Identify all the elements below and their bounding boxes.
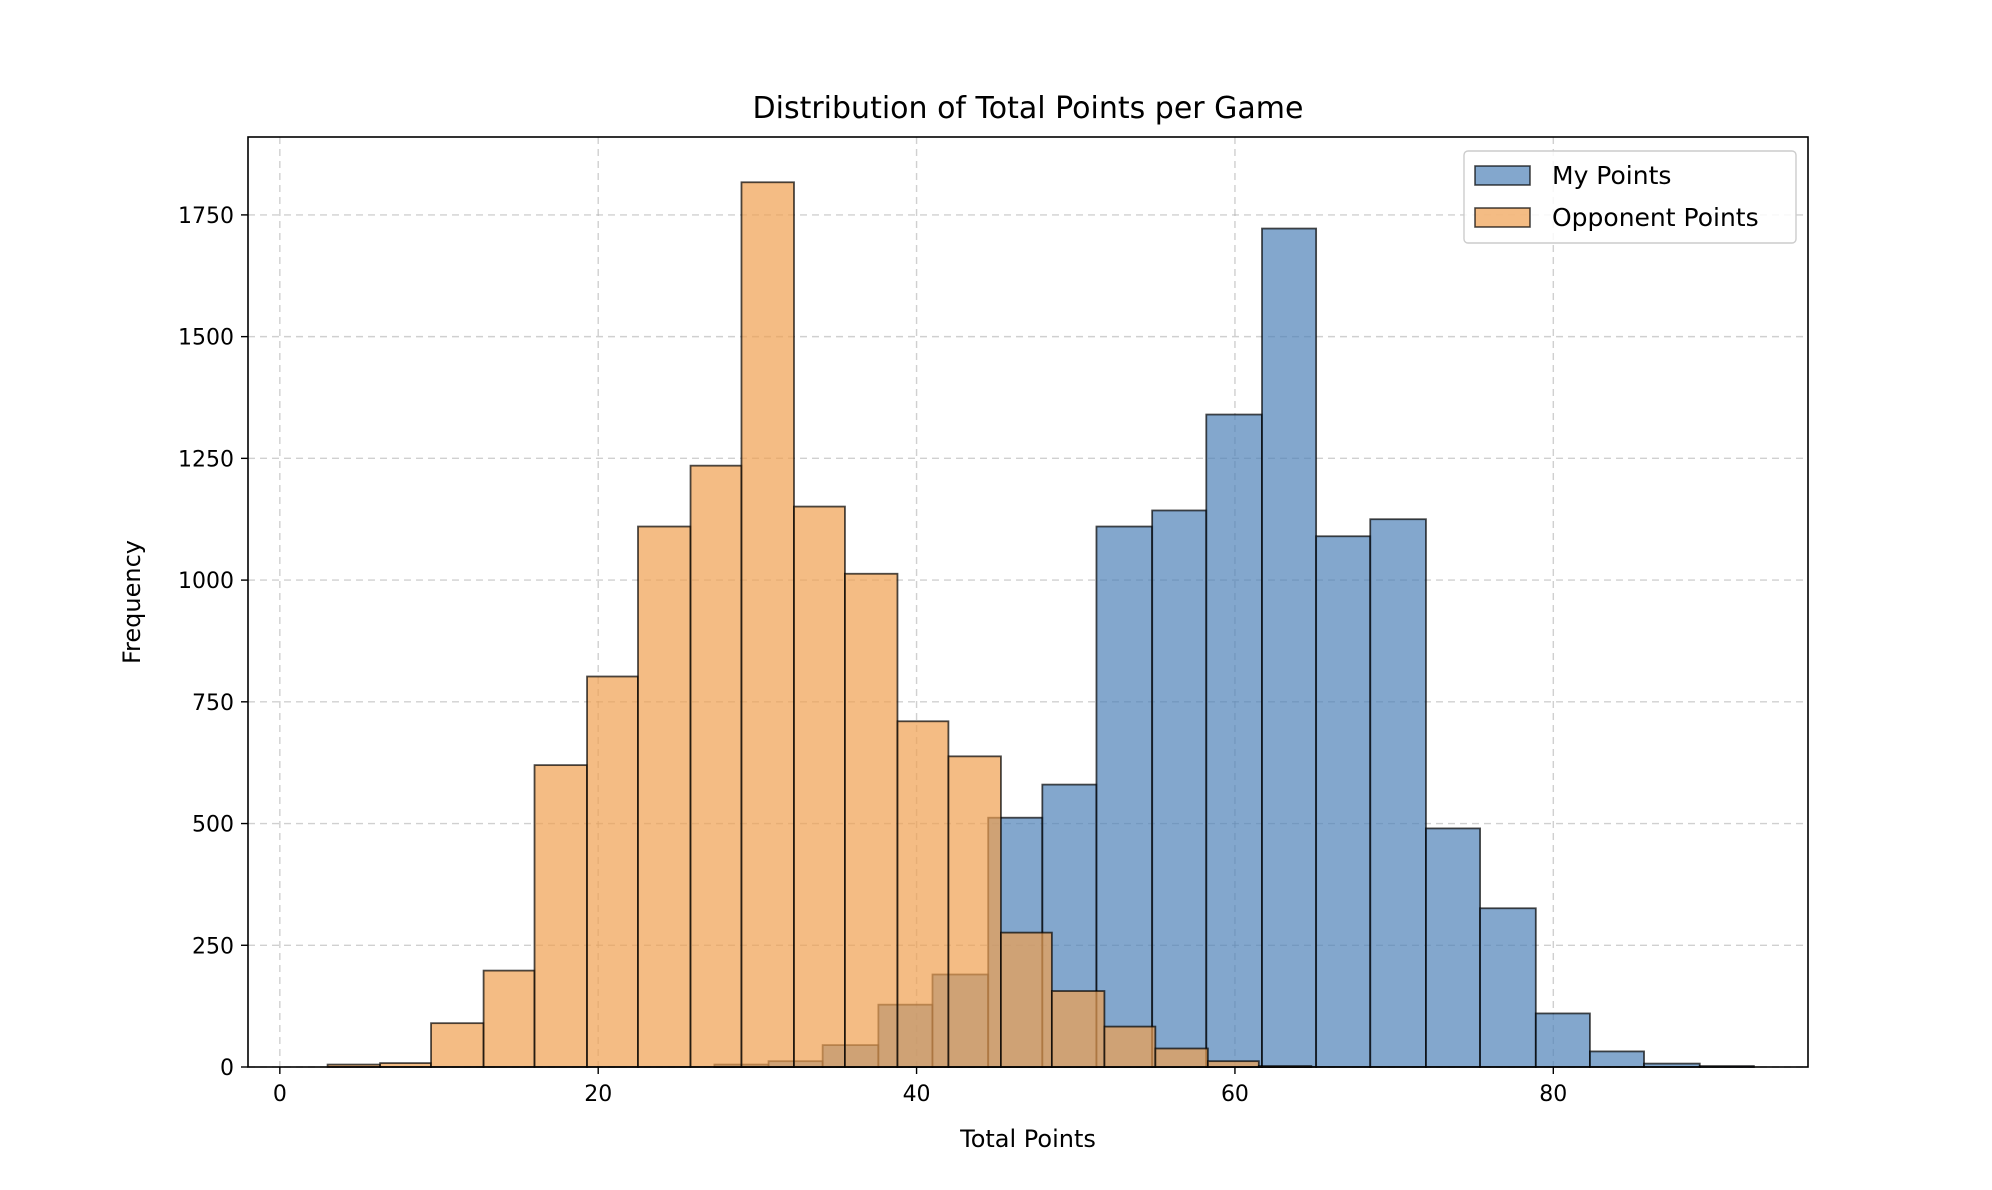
- bar-opponent-points: [740, 181, 795, 1068]
- bar-my-points: [1095, 525, 1154, 1068]
- x-tick-label: 20: [584, 1082, 612, 1107]
- bar-my-points: [1315, 535, 1372, 1068]
- legend-label-my-points: My Points: [1552, 161, 1671, 190]
- legend-swatch-my-points: [1474, 165, 1531, 186]
- x-axis-label: Total Points: [959, 1125, 1096, 1153]
- bar-opponent-points: [1206, 1060, 1260, 1068]
- y-tick-label: 0: [220, 1056, 234, 1081]
- y-tick-label: 250: [192, 934, 234, 959]
- legend-swatch-opponent-points: [1474, 207, 1531, 228]
- y-tick-label: 500: [192, 813, 234, 838]
- chart-title: Distribution of Total Points per Game: [753, 91, 1304, 126]
- y-tick-label: 1500: [178, 326, 234, 351]
- legend-box: [1463, 150, 1797, 244]
- axis-ticks: 0 20 40 60 80 0 250 500 750 1000 1250 1500 1750: [178, 204, 1567, 1107]
- x-tick-label: 0: [273, 1082, 287, 1107]
- x-tick-label: 60: [1221, 1082, 1249, 1107]
- bar-opponent-points: [430, 1022, 485, 1068]
- legend-label-opponent-points: Opponent Points: [1552, 203, 1759, 232]
- bar-opponent-points: [947, 755, 1002, 1068]
- bar-opponent-points: [637, 525, 692, 1068]
- x-tick-label: 80: [1539, 1082, 1567, 1107]
- legend: My Points Opponent Points: [1463, 150, 1797, 244]
- bar-my-points: [1534, 1012, 1591, 1068]
- bar-opponent-points: [586, 675, 639, 1068]
- bar-my-points: [1369, 518, 1427, 1068]
- bar-opponent-points: [793, 505, 846, 1068]
- bar-opponent-points: [533, 764, 588, 1068]
- bar-my-points: [1205, 413, 1263, 1068]
- x-tick-label: 40: [903, 1082, 931, 1107]
- bar-my-points: [1261, 227, 1318, 1068]
- bar-my-points: [1425, 827, 1481, 1068]
- bar-opponent-points: [1050, 990, 1106, 1068]
- histogram-bars: [326, 181, 1755, 1068]
- bar-opponent-points: [1103, 1025, 1157, 1068]
- bar-opponent-points: [896, 720, 950, 1068]
- bar-my-points: [1589, 1050, 1645, 1068]
- bar-opponent-points: [482, 969, 536, 1068]
- bar-my-points: [1479, 907, 1537, 1068]
- bar-opponent-points: [1000, 931, 1053, 1068]
- y-tick-label: 750: [192, 691, 234, 716]
- y-tick-label: 1000: [178, 569, 234, 594]
- bar-opponent-points: [1154, 1047, 1209, 1068]
- bar-my-points: [1151, 509, 1208, 1068]
- y-axis-label: Frequency: [118, 540, 146, 664]
- y-tick-label: 1750: [178, 204, 234, 229]
- bar-opponent-points: [844, 572, 899, 1068]
- axes-frame: [247, 136, 1809, 1068]
- bar-opponent-points: [689, 464, 743, 1068]
- y-tick-label: 1250: [178, 447, 234, 472]
